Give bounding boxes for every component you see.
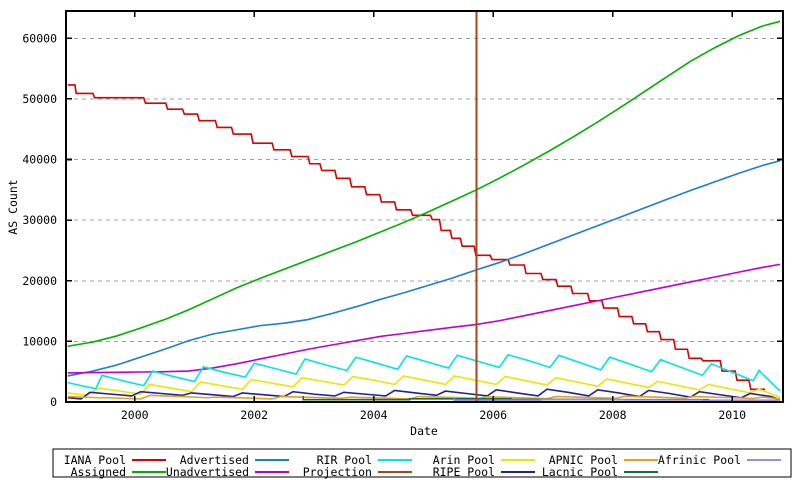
legend-label-advertised[interactable]: Advertised bbox=[180, 453, 249, 467]
x-tick-label-2010: 2010 bbox=[718, 408, 746, 422]
series-ripe-pool bbox=[67, 388, 781, 401]
series-rir-pool bbox=[67, 353, 781, 392]
x-tick-label-2000: 2000 bbox=[121, 408, 149, 422]
y-tick-label-50000: 50000 bbox=[22, 92, 57, 106]
y-tick-label-30000: 30000 bbox=[22, 213, 57, 227]
x-tick-labels: 2000 2002 2004 2006 2008 2010 bbox=[121, 408, 746, 422]
series-unadvertised bbox=[67, 263, 781, 374]
y-tick-label-40000: 40000 bbox=[22, 153, 57, 167]
legend-label-rir-pool[interactable]: RIR Pool bbox=[317, 453, 372, 467]
legend-label-arin-pool[interactable]: Arin Pool bbox=[433, 453, 495, 467]
legend-label-iana-pool[interactable]: IANA Pool bbox=[64, 453, 126, 467]
x-tick-label-2004: 2004 bbox=[360, 408, 388, 422]
legend-label-apnic-pool[interactable]: APNIC Pool bbox=[549, 453, 618, 467]
y-tick-label-10000: 10000 bbox=[22, 334, 57, 348]
x-axis-title: Date bbox=[410, 424, 438, 438]
series-iana-pool bbox=[67, 84, 766, 391]
series-apnic-pool bbox=[67, 394, 781, 400]
series-advertised bbox=[67, 159, 781, 377]
series-arin-pool bbox=[67, 375, 781, 398]
plot-border bbox=[65, 10, 784, 403]
legend-label-afrinic-pool[interactable]: Afrinic Pool bbox=[658, 453, 741, 467]
x-tick-label-2002: 2002 bbox=[240, 408, 268, 422]
y-tick-label-0: 0 bbox=[50, 395, 57, 409]
x-tick-label-2006: 2006 bbox=[479, 408, 507, 422]
legend-label-ripe-pool[interactable]: RIPE Pool bbox=[433, 465, 495, 479]
plot-frame bbox=[65, 10, 784, 403]
axis-ticks bbox=[66, 11, 783, 403]
x-tick-label-2008: 2008 bbox=[599, 408, 627, 422]
y-tick-labels: 0 10000 20000 30000 40000 50000 60000 bbox=[22, 31, 57, 409]
legend-label-lacnic-pool[interactable]: Lacnic Pool bbox=[542, 465, 618, 479]
y-tick-label-20000: 20000 bbox=[22, 274, 57, 288]
legend-label-unadvertised[interactable]: Unadvertised bbox=[166, 465, 249, 479]
series-afrinic-pool bbox=[453, 398, 781, 402]
series-assigned bbox=[67, 20, 781, 348]
legend-label-projection[interactable]: Projection bbox=[303, 465, 372, 479]
legend-label-assigned[interactable]: Assigned bbox=[71, 465, 126, 479]
y-tick-label-60000: 60000 bbox=[22, 31, 57, 45]
y-axis-title: AS Count bbox=[6, 179, 20, 234]
legend-border bbox=[52, 448, 792, 478]
